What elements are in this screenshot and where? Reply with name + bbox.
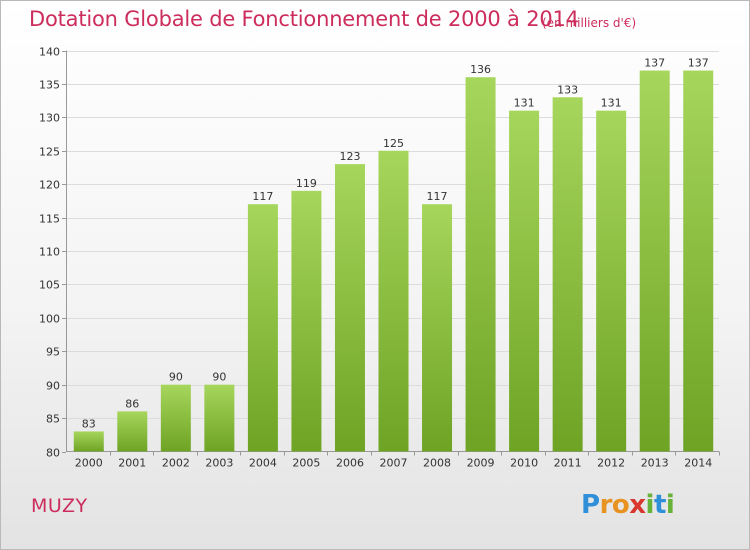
y-tick-label: 130 (39, 112, 60, 125)
bar-value-label: 117 (427, 190, 448, 203)
bar (465, 77, 496, 452)
x-tick-label: 2011 (554, 457, 582, 470)
bar-value-label: 90 (212, 371, 226, 384)
bar-value-label: 137 (644, 57, 665, 70)
bar-value-label: 125 (383, 137, 404, 150)
y-tick-label: 120 (39, 179, 60, 192)
x-tick-label: 2005 (292, 457, 320, 470)
logo-letter: r (599, 490, 613, 520)
bar-value-label: 123 (339, 150, 360, 163)
bar-value-label: 86 (125, 397, 139, 410)
x-tick-label: 2006 (336, 457, 364, 470)
x-tick-label: 2009 (467, 457, 495, 470)
logo-letter: o (611, 490, 630, 520)
logo-letter: t (653, 490, 666, 520)
bar (596, 110, 627, 452)
y-axis-ticks: 80 85 90 95 100 105 110 115 120 125 130 135 140 (39, 46, 60, 460)
x-tick-label: 2012 (597, 457, 625, 470)
x-tick-label: 2014 (684, 457, 712, 470)
value-labels: 83 86 90 90 117 119 123 125 117 136 131 133 131 137 13… (82, 57, 709, 431)
y-tick-label: 140 (39, 46, 60, 59)
bar (639, 70, 670, 452)
x-tick-label: 2008 (423, 457, 451, 470)
bar (334, 164, 365, 452)
bar-value-label: 136 (470, 63, 491, 76)
x-tick-label: 2004 (249, 457, 277, 470)
bar-value-label: 133 (557, 83, 578, 96)
bar (291, 190, 322, 452)
y-tick-label: 115 (39, 213, 60, 226)
bar-value-label: 90 (169, 371, 183, 384)
x-tick-label: 2000 (75, 457, 103, 470)
bar-value-label: 119 (296, 177, 317, 190)
x-tick-label: 2010 (510, 457, 538, 470)
bar (204, 384, 235, 452)
chart-unit-note: (en milliers d'€) (542, 16, 637, 30)
x-tick-label: 2001 (118, 457, 146, 470)
proxiti-logo: Proxiti (581, 490, 675, 520)
bar (552, 97, 583, 452)
chart-title: Dotation Globale de Fonctionnement de 20… (29, 7, 579, 31)
bar-value-label: 131 (601, 97, 622, 110)
bar (247, 204, 278, 452)
x-tick-label: 2002 (162, 457, 190, 470)
bar (509, 110, 540, 452)
bar-value-label: 131 (514, 97, 535, 110)
bar (683, 70, 714, 452)
bar (160, 384, 191, 452)
x-tick-label: 2007 (380, 457, 408, 470)
bar (378, 150, 409, 452)
x-axis-ticks: 2000 2001 2002 2003 2004 2005 2006 2007 2008 2009… (75, 457, 712, 470)
bar-value-label: 83 (82, 417, 96, 430)
bar (422, 204, 453, 452)
y-tick-label: 110 (39, 246, 60, 259)
bar-value-label: 137 (688, 57, 709, 70)
y-tick-label: 100 (39, 313, 60, 326)
bar (73, 431, 104, 452)
y-tick-label: 135 (39, 79, 60, 92)
x-tick-label: 2013 (641, 457, 669, 470)
commune-name: MUZY (31, 495, 88, 517)
y-tick-label: 90 (46, 380, 60, 393)
bars (73, 70, 714, 452)
x-tick-label: 2003 (205, 457, 233, 470)
y-tick-label: 80 (46, 447, 60, 460)
bar-value-label: 117 (252, 190, 273, 203)
bar (117, 411, 148, 452)
y-tick-label: 125 (39, 146, 60, 159)
logo-letter: P (581, 490, 600, 520)
y-tick-label: 95 (46, 346, 60, 359)
logo-letter: i (645, 490, 655, 520)
logo-letter: x (629, 490, 646, 520)
y-tick-label: 105 (39, 279, 60, 292)
logo-letter: i (665, 490, 675, 520)
y-tick-label: 85 (46, 413, 60, 426)
